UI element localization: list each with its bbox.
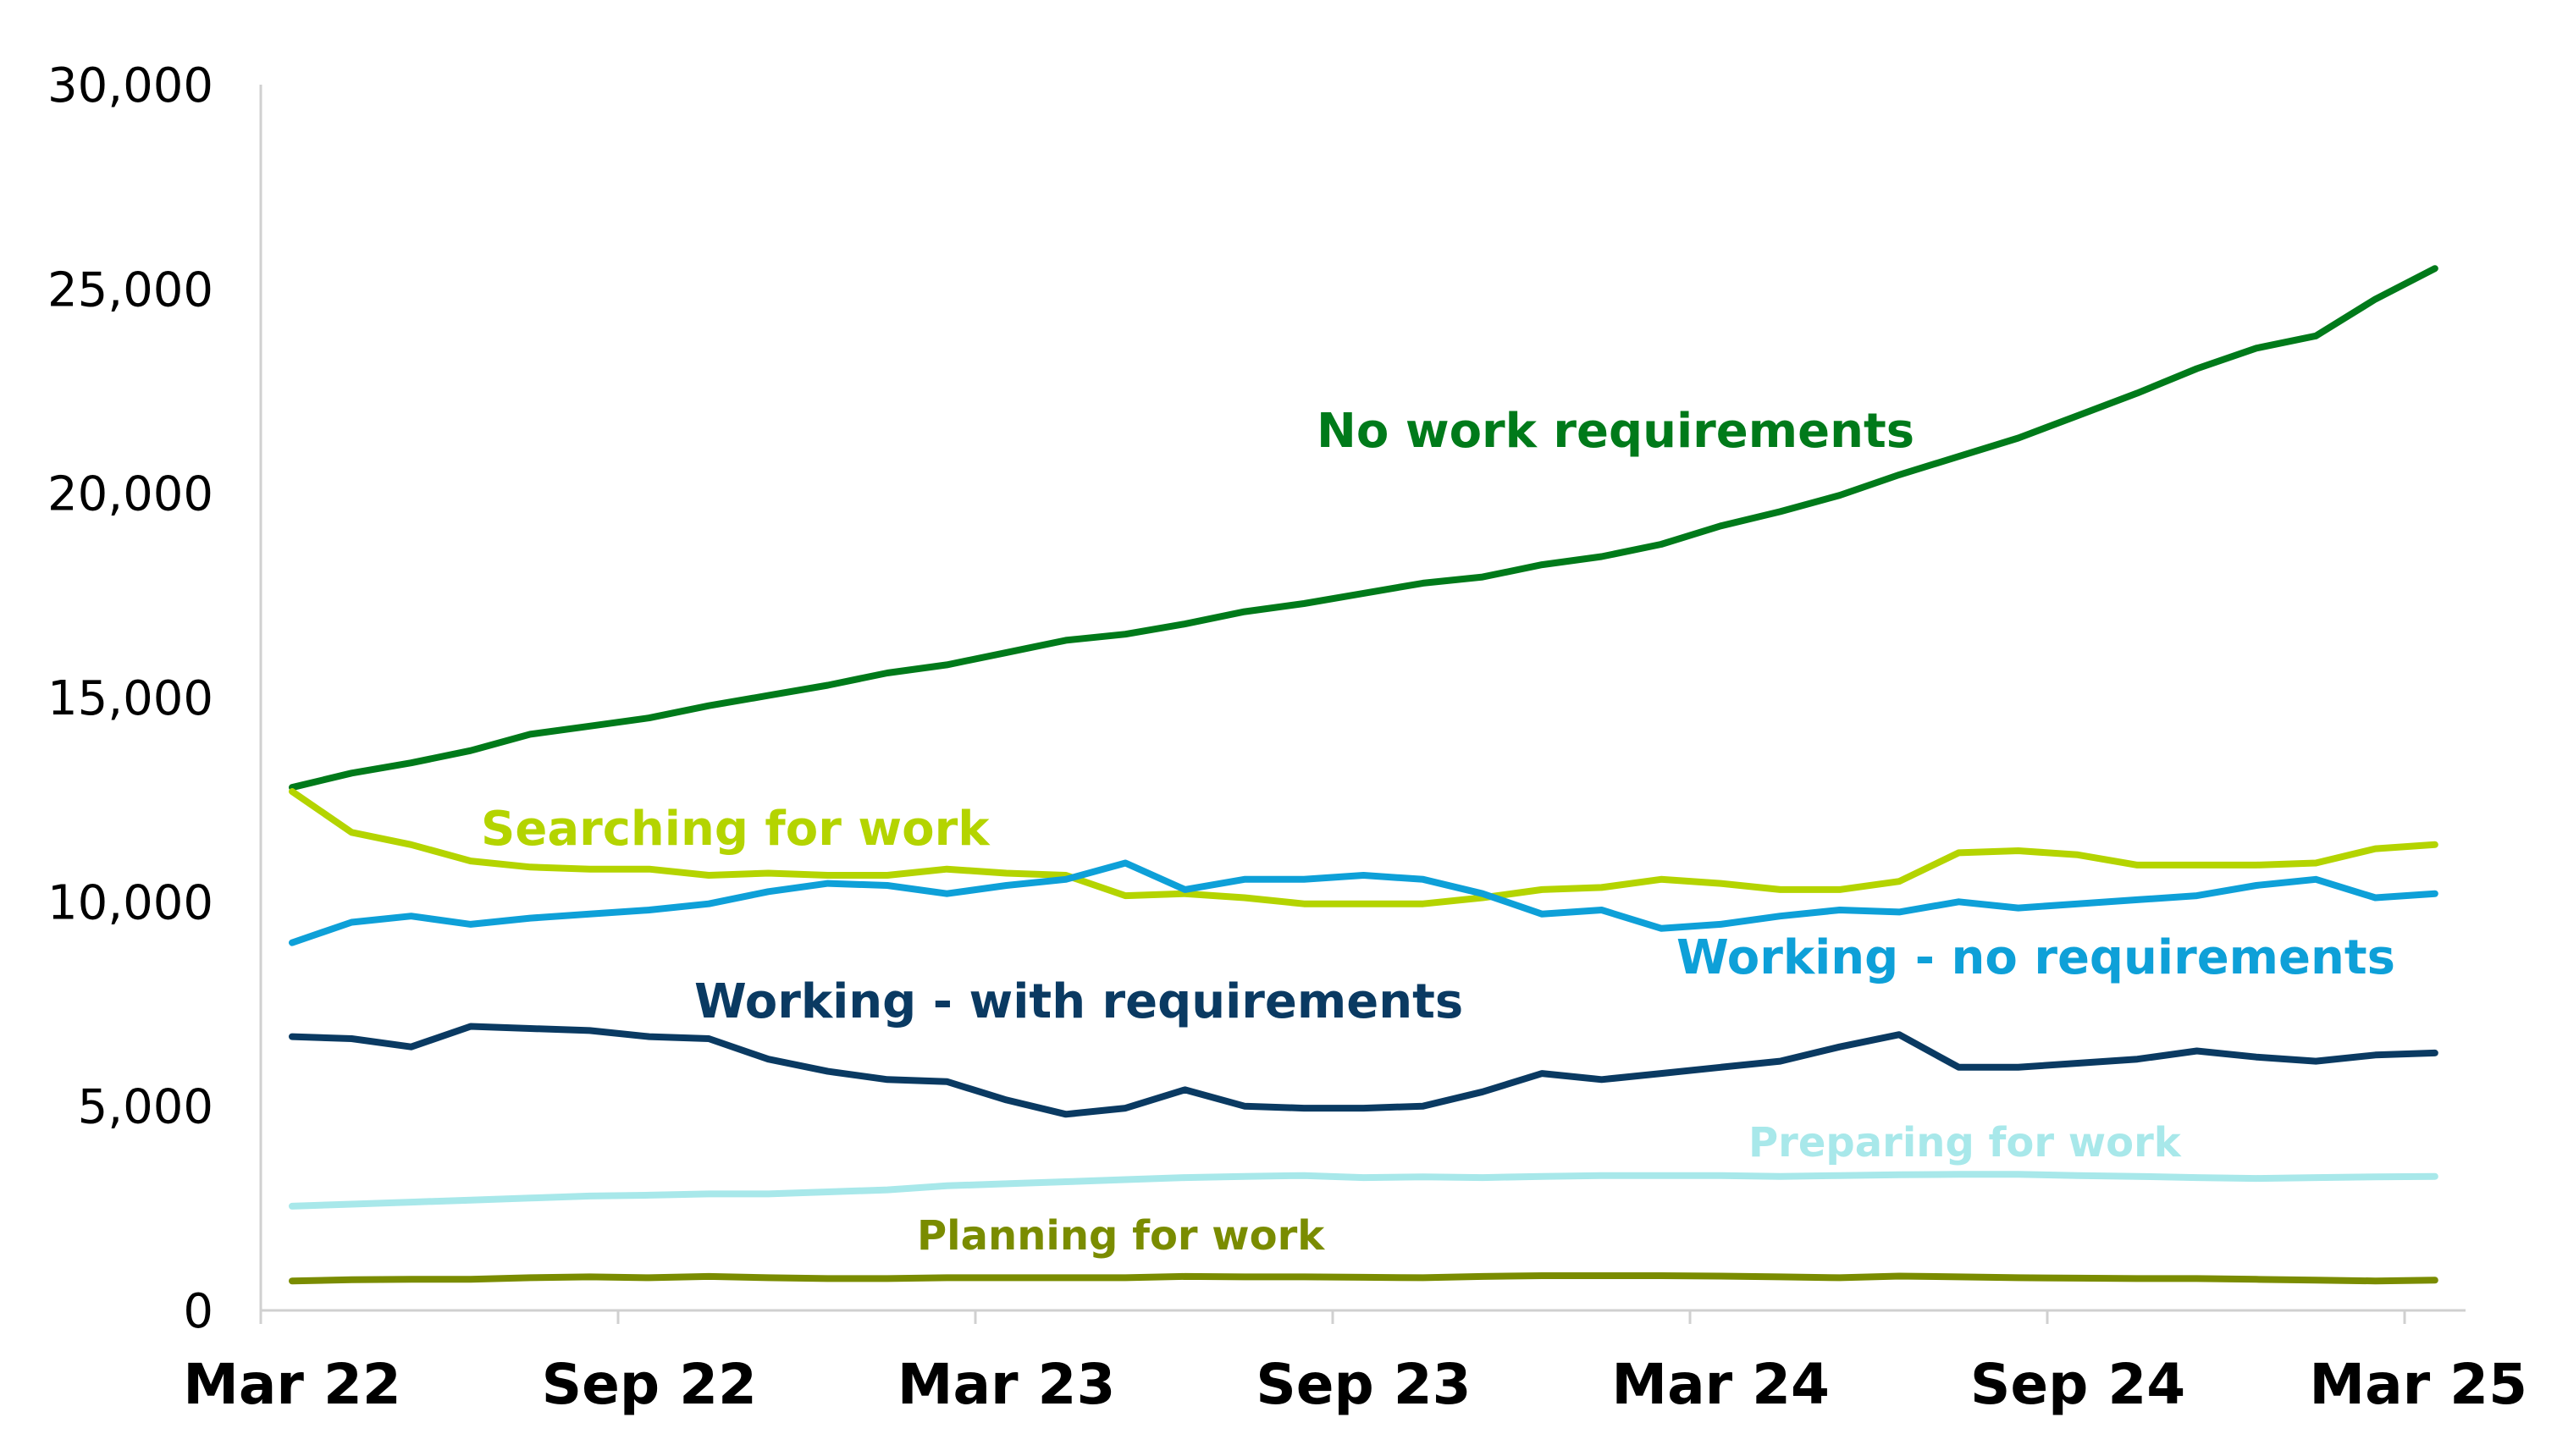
series-line-preparing-for-work	[289, 1171, 2438, 1210]
y-tick-labels: 0 5,000 10,000 15,000 20,000 25,000 30,000	[47, 58, 213, 1339]
chart-axes	[259, 85, 2466, 1312]
series-line-no-work-requirements	[289, 265, 2438, 791]
x-tick-label: Sep 22	[542, 1352, 757, 1417]
series-label-searching-for-work: Searching for work	[481, 802, 991, 857]
series-line-planning-for-work	[289, 1272, 2438, 1285]
series-label-preparing-for-work: Preparing for work	[1748, 1119, 2182, 1166]
y-tick-label: 30,000	[47, 58, 213, 113]
series-lines	[289, 265, 2438, 1285]
series-line-searching-for-work	[289, 788, 2438, 907]
series-line-working-no-requirements	[289, 859, 2438, 946]
y-tick-label: 0	[183, 1284, 213, 1339]
x-tick-label: Mar 25	[2309, 1352, 2527, 1417]
series-label-planning-for-work: Planning for work	[917, 1212, 1325, 1260]
x-tick-labels: Mar 22 Sep 22 Mar 23 Sep 23 Mar 24 Sep 24 Mar …	[183, 1310, 2527, 1417]
y-tick-label: 5,000	[78, 1080, 213, 1135]
y-tick-label: 15,000	[47, 671, 213, 726]
series-labels: No work requirements Searching for work …	[481, 404, 2395, 1260]
y-tick-label: 20,000	[47, 467, 213, 522]
x-tick-label: Mar 24	[1611, 1352, 1830, 1417]
series-label-no-work-requirements: No work requirements	[1317, 404, 1914, 459]
series-label-working-with-requirements: Working - with requirements	[694, 974, 1463, 1029]
x-tick-label: Mar 22	[183, 1352, 401, 1417]
x-tick-label: Mar 23	[897, 1352, 1116, 1417]
series-label-working-no-requirements: Working - no requirements	[1676, 930, 2395, 985]
x-tick-label: Sep 24	[1970, 1352, 2185, 1417]
series-line-working-with-requirements	[289, 1023, 2438, 1118]
y-tick-label: 10,000	[47, 875, 213, 930]
y-tick-label: 25,000	[47, 262, 213, 317]
x-tick-label: Sep 23	[1256, 1352, 1471, 1417]
